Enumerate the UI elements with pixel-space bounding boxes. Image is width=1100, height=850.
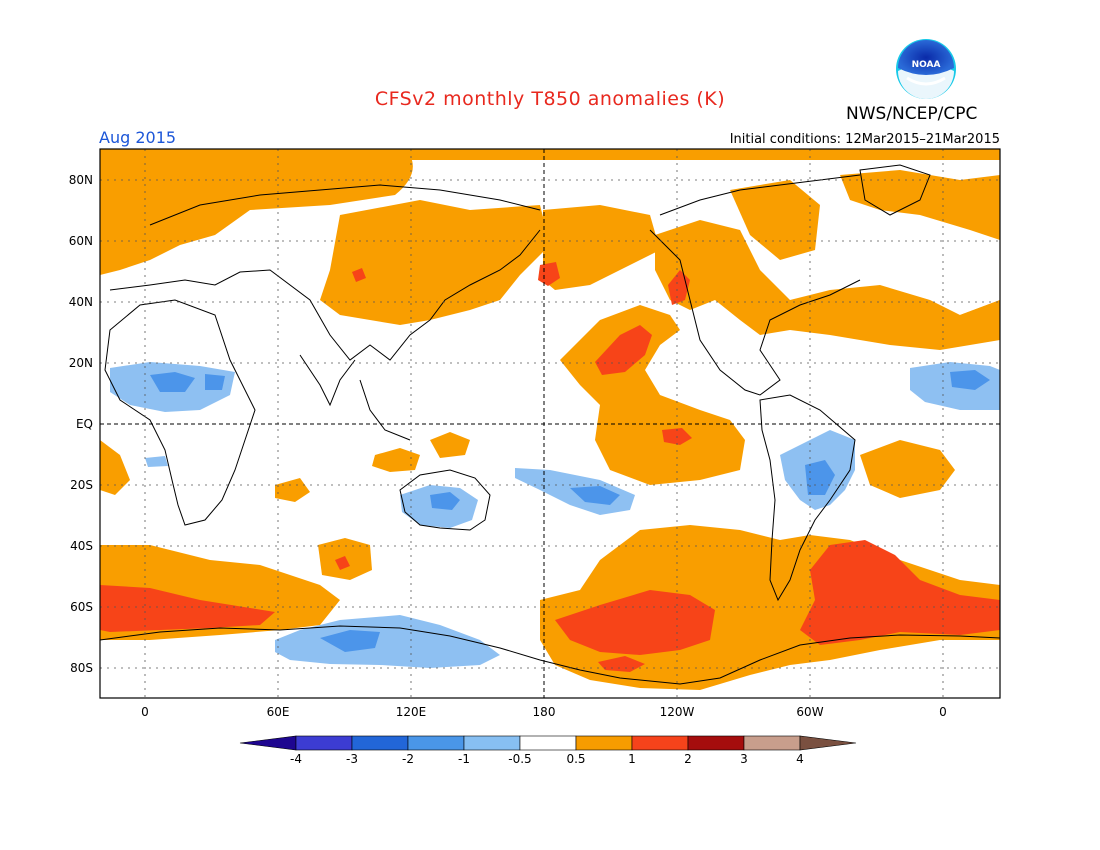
colorbar-swatch — [743, 735, 801, 751]
lat-label: 60N — [69, 234, 93, 248]
lon-label: 0 — [141, 705, 149, 719]
lon-label: 180 — [533, 705, 556, 719]
map-title: CFSv2 monthly T850 anomalies (K) — [374, 88, 726, 110]
lat-label: 60S — [70, 600, 93, 614]
lon-label: 120W — [660, 705, 695, 719]
colorbar-swatch — [519, 735, 577, 751]
colorbar-label: 1 — [628, 752, 636, 766]
strong-warm-regions — [100, 262, 1000, 672]
colorbar-swatch — [407, 735, 465, 751]
lon-label: 0 — [939, 705, 947, 719]
colorbar-swatch — [295, 735, 353, 751]
colorbar-arrow-high — [799, 735, 857, 751]
colorbar-label: 2 — [684, 752, 692, 766]
colorbar-label: 0.5 — [566, 752, 585, 766]
lat-labels: 80N 60N 40N 20N EQ 20S 40S 60S 80S — [69, 173, 93, 675]
initial-conditions: Initial conditions: 12Mar2015–21Mar2015 — [729, 132, 1000, 147]
lon-label: 60E — [267, 705, 290, 719]
lon-label: 120E — [396, 705, 427, 719]
lon-label: 60W — [796, 705, 823, 719]
colorbar-swatch — [351, 735, 409, 751]
colorbar-labels: -4 -3 -2 -1 -0.5 0.5 1 2 3 4 — [290, 752, 804, 766]
agency-label: NWS/NCEP/CPC — [846, 104, 978, 124]
lat-label: 80S — [70, 661, 93, 675]
colorbar-swatch — [575, 735, 633, 751]
coastlines — [100, 164, 1000, 685]
valid-month: Aug 2015 — [99, 128, 177, 147]
colorbar-label: 4 — [796, 752, 804, 766]
anomaly-shading — [100, 149, 1000, 690]
lat-label: EQ — [76, 417, 93, 431]
noaa-logo-text: NOAA — [912, 60, 941, 70]
colorbar-label: 3 — [740, 752, 748, 766]
strong-cool-regions — [150, 370, 990, 652]
colorbar-swatch — [463, 735, 521, 751]
map-frame — [99, 148, 1001, 699]
colorbar-label: -3 — [346, 752, 358, 766]
colorbar-arrow-low — [239, 735, 297, 751]
colorbar — [239, 735, 857, 751]
lat-label: 40N — [69, 295, 93, 309]
noaa-logo: NOAA — [896, 39, 956, 99]
lat-label: 20N — [69, 356, 93, 370]
colorbar-swatch — [631, 735, 689, 751]
lat-label: 20S — [70, 478, 93, 492]
colorbar-swatch — [687, 735, 745, 751]
lat-label: 80N — [69, 173, 93, 187]
colorbar-label: -0.5 — [508, 752, 531, 766]
colorbar-label: -1 — [458, 752, 470, 766]
lon-labels: 0 60E 120E 180 120W 60W 0 — [141, 705, 947, 719]
colorbar-label: -4 — [290, 752, 302, 766]
colorbar-label: -2 — [402, 752, 414, 766]
equator-dateline — [100, 149, 1000, 698]
lat-label: 40S — [70, 539, 93, 553]
